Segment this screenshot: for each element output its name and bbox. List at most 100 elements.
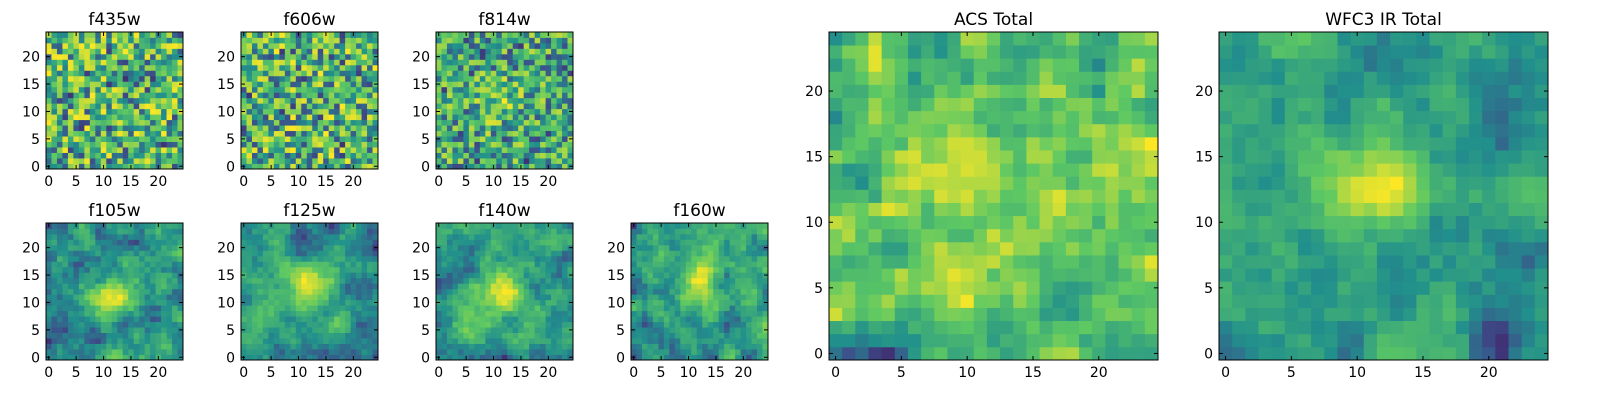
- heatmap-cell: [740, 338, 747, 344]
- heatmap-cell: [89, 163, 96, 170]
- heatmap-cell: [117, 266, 124, 273]
- heatmap-cell: [463, 119, 470, 126]
- heatmap-cell: [301, 86, 308, 93]
- heatmap-cell: [62, 119, 69, 126]
- heatmap-cell: [177, 114, 184, 121]
- heatmap-cell: [172, 327, 178, 333]
- heatmap-cell: [273, 163, 280, 170]
- heatmap-cell: [122, 163, 129, 170]
- heatmap-cell: [133, 42, 140, 49]
- heatmap-cell: [446, 354, 453, 361]
- heatmap-cell: [1144, 294, 1159, 308]
- heatmap-cell: [128, 119, 135, 126]
- heatmap-cell: [562, 310, 568, 317]
- heatmap-cell: [339, 136, 346, 142]
- heatmap-cell: [757, 316, 763, 323]
- heatmap-cell: [345, 125, 351, 132]
- heatmap-cell: [485, 305, 492, 312]
- heatmap-cell: [251, 136, 258, 142]
- heatmap-cell: [128, 349, 135, 355]
- heatmap-cell: [707, 343, 714, 350]
- heatmap-cell: [246, 305, 253, 312]
- heatmap-cell: [907, 241, 922, 256]
- heatmap-cell: [463, 147, 470, 153]
- heatmap-cell: [67, 354, 74, 361]
- heatmap-cell: [631, 255, 637, 262]
- heatmap-cell: [172, 316, 178, 323]
- heatmap-cell: [306, 119, 313, 126]
- heatmap-cell: [540, 75, 546, 82]
- heatmap-cell: [474, 266, 481, 273]
- heatmap-cell: [496, 338, 503, 344]
- heatmap-cell: [534, 310, 541, 317]
- heatmap-cell: [161, 354, 167, 361]
- heatmap-cell: [257, 294, 264, 301]
- heatmap-cell: [78, 228, 85, 235]
- heatmap-cell: [507, 152, 514, 159]
- heatmap-cell: [540, 86, 546, 93]
- heatmap-cell: [361, 103, 368, 110]
- heatmap-cell: [446, 136, 453, 142]
- heatmap-cell: [241, 147, 247, 153]
- heatmap-cell: [273, 283, 280, 290]
- heatmap-cell: [356, 354, 362, 361]
- heatmap-cell: [947, 176, 961, 190]
- heatmap-cell: [540, 147, 546, 153]
- heatmap-cell: [46, 228, 52, 235]
- heatmap-cell: [350, 255, 357, 262]
- heatmap-cell: [241, 250, 247, 257]
- heatmap-cell: [257, 147, 264, 153]
- heatmap-cell: [356, 223, 362, 229]
- heatmap-cell: [301, 48, 308, 55]
- heatmap-cell: [312, 332, 319, 339]
- heatmap-cell: [523, 321, 530, 328]
- heatmap-cell: [367, 283, 373, 290]
- heatmap-cell: [523, 272, 530, 279]
- heatmap-cell: [729, 283, 736, 290]
- heatmap-cell: [523, 250, 530, 257]
- heatmap-cell: [246, 59, 253, 66]
- heatmap-cell: [1013, 333, 1027, 348]
- heatmap-cell: [317, 354, 324, 361]
- heatmap-cell: [78, 163, 85, 170]
- heatmap-cell: [78, 310, 85, 317]
- heatmap-cell: [328, 228, 335, 235]
- heatmap-cell: [631, 332, 637, 339]
- heatmap-cell: [468, 255, 475, 262]
- x-tick-label: 5: [267, 365, 276, 381]
- heatmap-cells: [436, 32, 574, 170]
- heatmap-cell: [361, 223, 368, 229]
- heatmap-cell: [312, 59, 319, 66]
- heatmap-cell: [139, 228, 146, 235]
- heatmap-cell: [556, 354, 563, 361]
- heatmap-cell: [350, 59, 357, 66]
- heatmap-cell: [166, 152, 173, 159]
- heatmap-cell: [441, 228, 448, 235]
- heatmap-cell: [1079, 163, 1093, 177]
- heatmap-cell: [306, 261, 313, 268]
- heatmap-cell: [457, 158, 464, 164]
- heatmap-cell: [284, 354, 291, 361]
- heatmap-cell: [556, 81, 563, 88]
- heatmap-cell: [350, 158, 357, 164]
- heatmap-cell: [84, 288, 91, 295]
- heatmap-cell: [567, 42, 574, 49]
- heatmap-cell: [1013, 228, 1027, 243]
- heatmap-cell: [73, 349, 80, 355]
- heatmap-cell: [246, 64, 253, 71]
- heatmap-cell: [356, 136, 362, 142]
- heatmap-cell: [501, 130, 508, 137]
- heatmap-cell: [106, 354, 113, 361]
- heatmap-cell: [441, 233, 448, 240]
- heatmap-cell: [62, 48, 69, 55]
- heatmap-cell: [73, 119, 80, 126]
- heatmap-cell: [84, 141, 91, 148]
- heatmap-cell: [106, 294, 113, 301]
- heatmap-cell: [106, 228, 113, 235]
- heatmap-cell: [463, 294, 470, 301]
- heatmap-cell: [490, 255, 497, 262]
- heatmap-cell: [166, 108, 173, 115]
- heatmap-cell: [907, 294, 922, 308]
- heatmap-cell: [279, 42, 286, 49]
- heatmap-cell: [463, 228, 470, 235]
